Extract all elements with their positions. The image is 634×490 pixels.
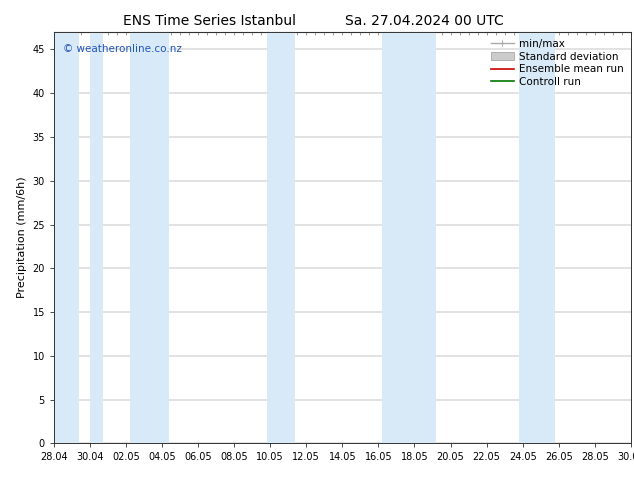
- Bar: [267, 32, 295, 443]
- Text: © weatheronline.co.nz: © weatheronline.co.nz: [63, 44, 181, 54]
- Bar: [519, 32, 555, 443]
- Text: Sa. 27.04.2024 00 UTC: Sa. 27.04.2024 00 UTC: [346, 14, 504, 28]
- Bar: [90, 32, 103, 443]
- Bar: [54, 32, 79, 443]
- Legend: min/max, Standard deviation, Ensemble mean run, Controll run: min/max, Standard deviation, Ensemble me…: [489, 37, 626, 89]
- Bar: [129, 32, 169, 443]
- Bar: [382, 32, 436, 443]
- Text: ENS Time Series Istanbul: ENS Time Series Istanbul: [123, 14, 295, 28]
- Y-axis label: Precipitation (mm/6h): Precipitation (mm/6h): [17, 177, 27, 298]
